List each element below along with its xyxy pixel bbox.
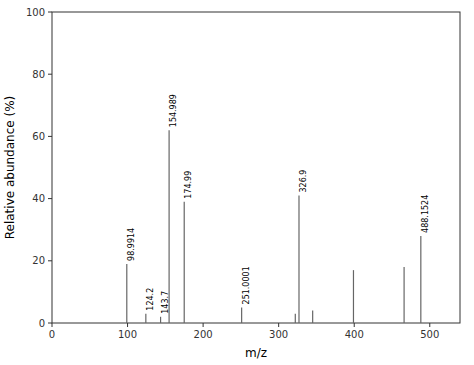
- stem: [403, 267, 404, 323]
- y-tick-label: 100: [26, 7, 45, 18]
- peak-label: 488.1524: [421, 195, 430, 233]
- peak-label: 143.7: [161, 291, 170, 314]
- x-axis-label: m/z: [245, 346, 267, 360]
- annotations: 98.9914 124.2 143.7 154.989 174.99 251.0001 32…: [127, 94, 430, 314]
- y-tick: [48, 12, 52, 13]
- stem: [420, 236, 421, 323]
- y-axis-label: Relative abundance (%): [3, 96, 17, 240]
- x-tick-label: 300: [269, 329, 288, 340]
- stems: [127, 130, 421, 323]
- y-tick-label: 80: [32, 69, 45, 80]
- y-tick-label: 0: [39, 318, 45, 329]
- x-tick-label: 0: [49, 329, 55, 340]
- peak-label: 251.0001: [242, 266, 251, 304]
- stem: [241, 307, 242, 323]
- y-tick-label: 40: [32, 193, 45, 204]
- stem: [126, 264, 127, 323]
- y-tick: [48, 260, 52, 261]
- stem: [184, 202, 185, 323]
- y-tick-label: 20: [32, 255, 45, 266]
- stem: [295, 314, 296, 323]
- peak-label: 124.2: [146, 288, 155, 311]
- x-tick: [52, 323, 53, 327]
- x-tick: [127, 323, 128, 327]
- x-tick-label: 100: [118, 329, 137, 340]
- stem: [353, 270, 354, 323]
- peak-label: 326.9: [299, 170, 308, 193]
- y-tick: [48, 74, 52, 75]
- peak-label: 98.9914: [127, 228, 136, 261]
- x-tick: [278, 323, 279, 327]
- y-axis: 0 20 40 60 80 100: [26, 7, 52, 329]
- peak-label: 154.989: [169, 94, 178, 127]
- y-tick: [48, 198, 52, 199]
- stem: [298, 195, 299, 323]
- x-axis: 0 100 200 300 400 500: [49, 323, 440, 340]
- x-tick-label: 400: [345, 329, 364, 340]
- x-tick: [429, 323, 430, 327]
- chart: 0 100 200 300 400 500 0 20 40 60 80 100 m/z Relative …: [0, 0, 474, 365]
- x-tick-label: 500: [420, 329, 439, 340]
- x-tick-label: 200: [194, 329, 213, 340]
- y-tick: [48, 323, 52, 324]
- x-tick: [354, 323, 355, 327]
- stem: [145, 314, 146, 323]
- x-tick: [203, 323, 204, 327]
- y-tick: [48, 136, 52, 137]
- peak-label: 174.99: [184, 171, 193, 199]
- stem: [312, 311, 313, 323]
- stem: [160, 317, 161, 323]
- y-tick-label: 60: [32, 131, 45, 142]
- plot-frame: [52, 12, 460, 323]
